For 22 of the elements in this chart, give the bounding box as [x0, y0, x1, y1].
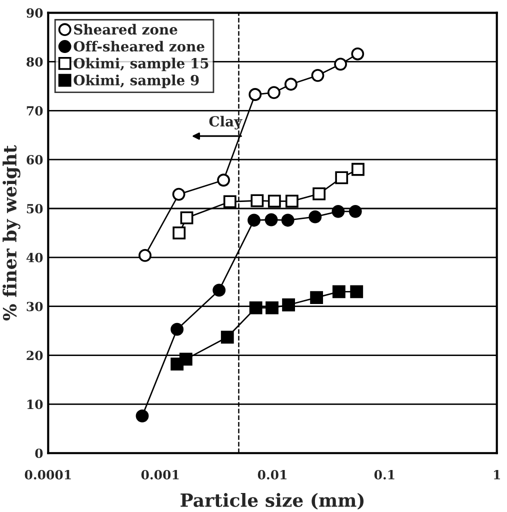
legend-label: Okimi, sample 9	[74, 74, 199, 88]
x-tick-label: 1	[494, 470, 500, 480]
y-tick-label: 50	[26, 204, 43, 214]
legend-label: Off-sheared zone	[74, 40, 204, 52]
y-tick-label: 70	[26, 106, 43, 116]
x-tick-label: 0.1	[374, 470, 394, 480]
annotation: Clay	[209, 116, 242, 130]
y-tick-label: 40	[26, 252, 43, 262]
legend-label: Sheared zone	[74, 24, 178, 35]
y-tick-label: 80	[26, 57, 43, 67]
x-tick-label: 0.0001	[24, 470, 71, 480]
y-tick-label: 0	[35, 448, 43, 458]
legend-label: Okimi, sample 15	[74, 58, 208, 72]
x-tick-label: 0.001	[141, 470, 179, 480]
y-tick-label: 20	[26, 350, 43, 360]
x-tick-label: 0.01	[258, 470, 286, 480]
y-tick-label: 90	[26, 8, 43, 18]
y-axis-title: % finer by weight	[2, 145, 20, 320]
x-axis-title: Particle size (mm)	[180, 492, 364, 510]
y-tick-label: 60	[26, 155, 43, 164]
y-tick-label: 30	[26, 302, 43, 312]
y-tick-label: 10	[27, 400, 43, 410]
